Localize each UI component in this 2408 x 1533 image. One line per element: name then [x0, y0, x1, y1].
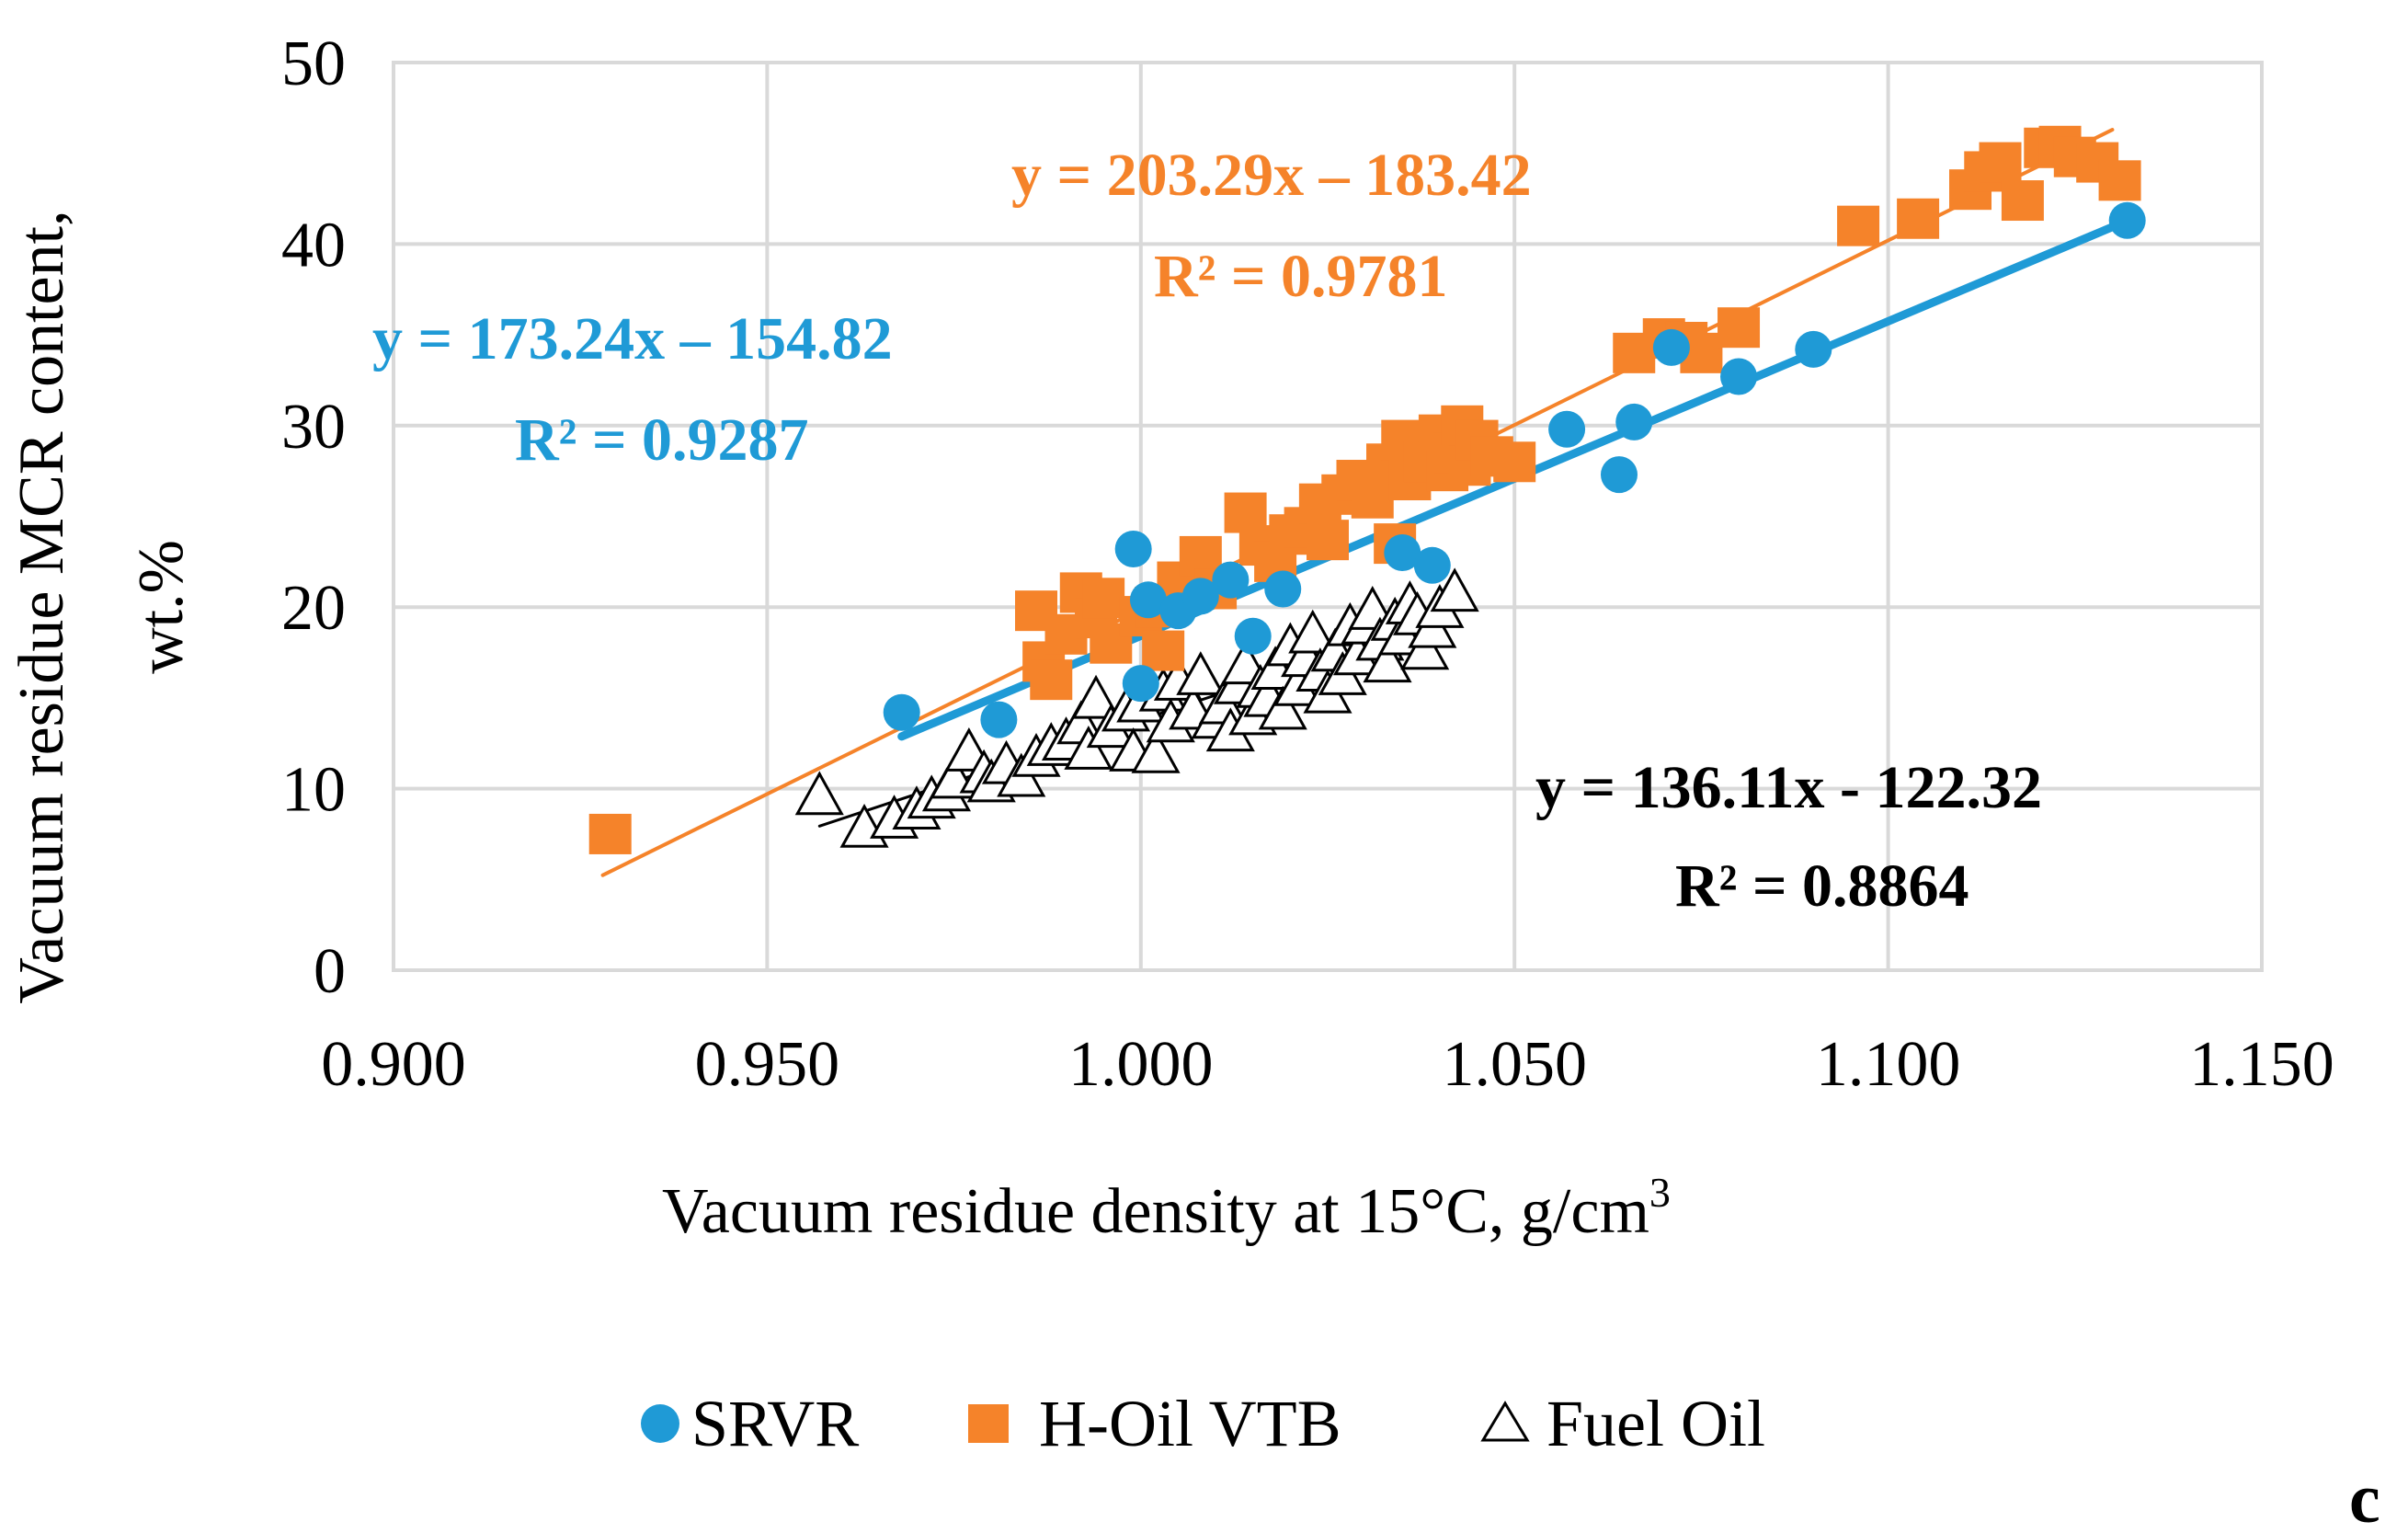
srvr-point: [1122, 665, 1159, 703]
srvr-point: [1652, 328, 1690, 366]
srvr-point: [1181, 578, 1219, 615]
legend-label-srvr: SRVR: [691, 1387, 859, 1460]
x-tick-label: 1.100: [1816, 1029, 1961, 1100]
fuel-oil-point: [1176, 651, 1226, 695]
srvr-point: [1114, 531, 1152, 568]
x-tick-label: 1.000: [1068, 1029, 1214, 1100]
x-tick-label: 0.900: [321, 1029, 466, 1100]
x-axis-title-main: Vacuum residue density at 15°C, g/cm: [662, 1176, 1649, 1247]
hoil-point: [2001, 180, 2044, 222]
fuel-oil-point: [794, 771, 844, 816]
srvr-point: [980, 701, 1018, 738]
hoil-r2: R² = 0.9781: [1154, 243, 1448, 310]
x-axis-title-superscript: 3: [1649, 1169, 1671, 1216]
srvr-point: [1600, 456, 1638, 494]
hoil-point: [1307, 520, 1349, 561]
hoil-point: [1493, 441, 1536, 483]
fuel-oil-equation: y = 136.11x - 122.32: [1535, 754, 2042, 821]
y-axis-title-line2: wt.%: [126, 540, 197, 674]
fuel-oil-point: [1258, 685, 1307, 730]
srvr-r2: R² = 0.9287: [515, 406, 809, 474]
fuel-oil-point: [1071, 674, 1121, 719]
legend-marker-hoil: [968, 1404, 1009, 1443]
srvr-point: [1795, 330, 1832, 368]
srvr-point: [1384, 533, 1421, 571]
hoil-point: [1979, 142, 2022, 183]
grid: [392, 61, 2264, 972]
panel-label: c: [2349, 1460, 2380, 1533]
x-axis-title: Vacuum residue density at 15°C, g/cm3: [662, 1169, 1671, 1247]
y-tick-label: 20: [281, 573, 346, 644]
srvr-point: [1129, 581, 1167, 619]
fuel-oil-point: [1064, 726, 1113, 770]
y-tick-label: 50: [281, 29, 346, 99]
data-points: [588, 125, 2146, 854]
hoil-point: [2098, 160, 2141, 201]
srvr-point: [1615, 403, 1653, 440]
x-tick-label: 1.150: [2189, 1029, 2334, 1100]
srvr-point: [1413, 546, 1451, 584]
hoil-point: [1082, 578, 1125, 619]
fuel-oil-point: [1400, 625, 1450, 670]
hoil-point: [1030, 659, 1073, 701]
hoil-point: [1718, 307, 1761, 349]
tick-labels: 0 10 20 30 40 50 0.900 0.950 1.000 1.050 1.100 1.15…: [281, 29, 2334, 1100]
x-tick-label: 1.050: [1442, 1029, 1587, 1100]
srvr-point: [1212, 561, 1250, 599]
fuel-oil-point: [1288, 609, 1338, 654]
fuel-oil-point: [1131, 729, 1181, 773]
y-tick-label: 0: [314, 936, 346, 1007]
hoil-point: [1142, 630, 1185, 671]
srvr-point: [1234, 617, 1272, 655]
srvr-point: [1548, 410, 1586, 448]
srvr-point: [883, 693, 920, 731]
y-tick-label: 40: [281, 210, 346, 280]
srvr-point: [1264, 570, 1302, 608]
legend: SRVR H-Oil VTB Fuel Oil: [641, 1387, 1765, 1460]
y-tick-label: 30: [281, 392, 346, 463]
legend-label-hoil: H-Oil VTB: [1039, 1387, 1341, 1460]
hoil-point: [588, 813, 632, 854]
hoil-equation: y = 203.29x – 183.42: [1011, 142, 1532, 209]
fuel-oil-point: [1430, 567, 1479, 612]
x-tick-label: 0.950: [695, 1029, 840, 1100]
legend-marker-srvr: [641, 1404, 679, 1443]
fuel-oil-r2: R² = 0.8864: [1675, 852, 1969, 920]
fuel-oil-point: [1363, 638, 1412, 683]
srvr-equation: y = 173.24x – 154.82: [372, 305, 893, 372]
y-tick-label: 10: [281, 755, 346, 826]
hoil-point: [1351, 477, 1394, 519]
y-axis-title-line1: Vacuum residue MCR content,: [6, 210, 77, 1003]
legend-label-fuel-oil: Fuel Oil: [1546, 1387, 1765, 1460]
srvr-point: [2108, 201, 2146, 239]
srvr-point: [1720, 358, 1758, 395]
legend-marker-fuel-oil: [1480, 1401, 1530, 1442]
hoil-point: [1897, 198, 1940, 239]
hoil-point: [1837, 205, 1880, 246]
